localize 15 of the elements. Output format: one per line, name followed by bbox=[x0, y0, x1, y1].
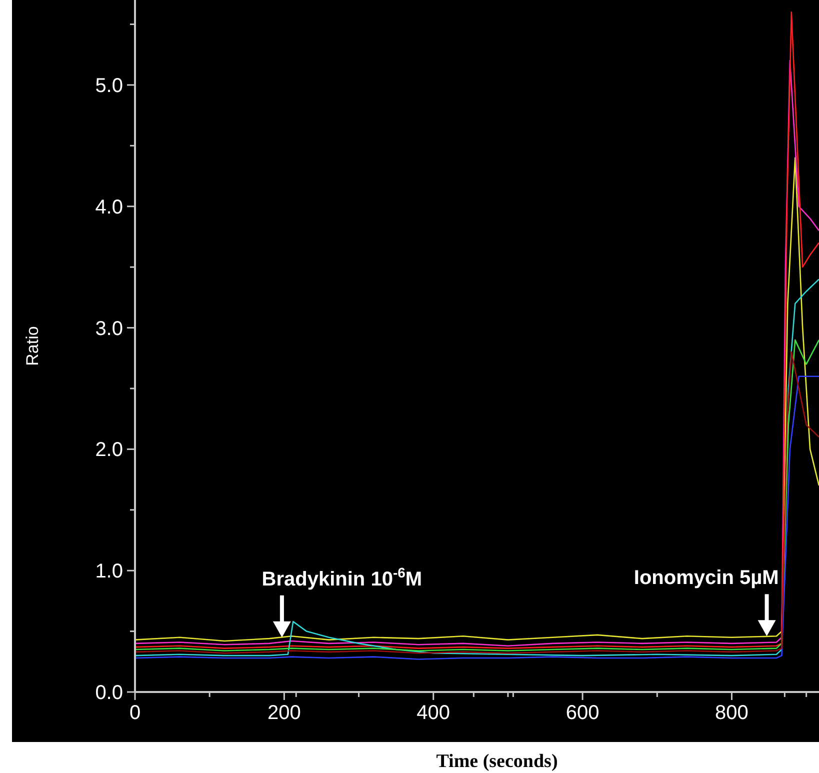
x-tick-label: 200 bbox=[267, 702, 301, 724]
y-tick-label: 4.0 bbox=[95, 196, 123, 218]
y-tick-label: 1.0 bbox=[95, 560, 123, 583]
x-tick-label: 0 bbox=[129, 702, 141, 724]
y-tick-label: 2.0 bbox=[95, 439, 123, 462]
x-tick-label: 400 bbox=[416, 702, 450, 724]
y-tick-label: 3.0 bbox=[95, 318, 123, 340]
annotation: Bradykinin 10$^{-6}$M bbox=[262, 564, 422, 590]
annotation: Ionomycin 5µM bbox=[634, 567, 779, 590]
y-tick-label: 0.0 bbox=[95, 682, 123, 704]
y-tick-label: 5.0 bbox=[95, 74, 123, 97]
x-axis-title: Time (seconds) bbox=[436, 751, 558, 772]
x-tick-label: 600 bbox=[566, 702, 600, 724]
x-tick-label: 800 bbox=[715, 702, 748, 724]
y-axis-title: Ratio bbox=[23, 326, 42, 366]
